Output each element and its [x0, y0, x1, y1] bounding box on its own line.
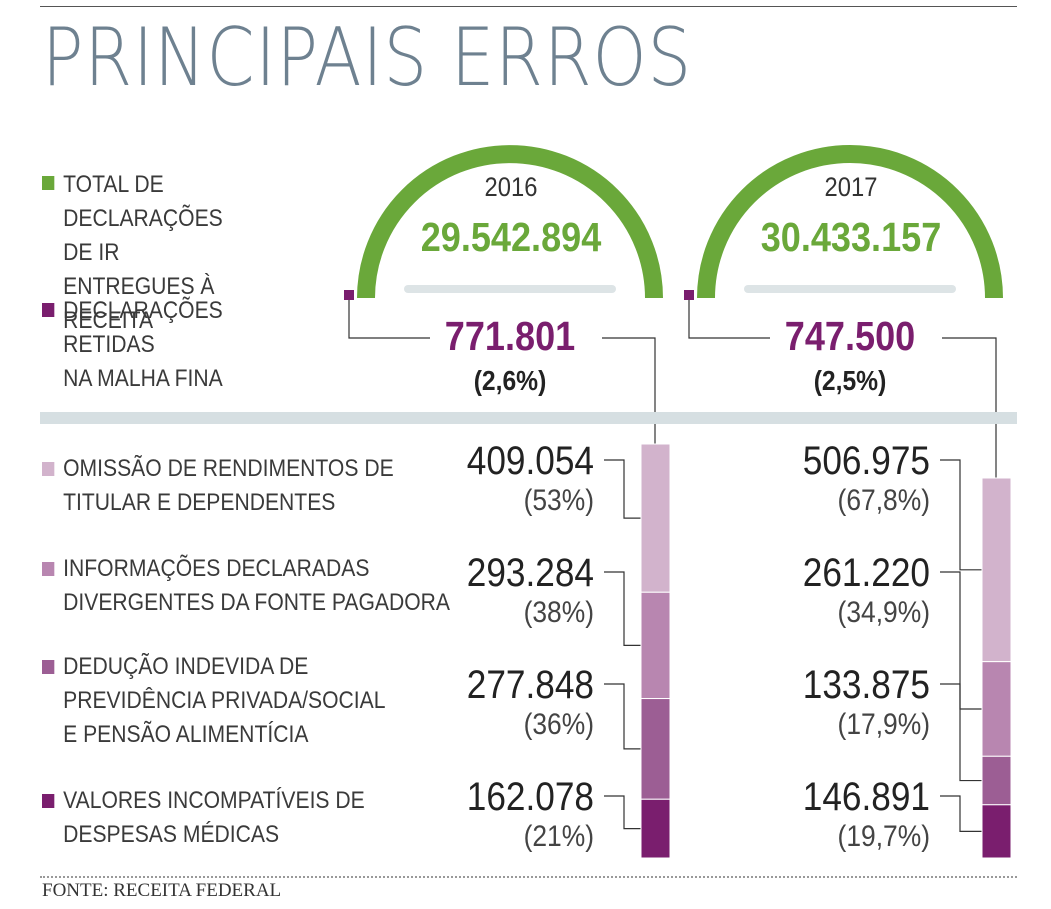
retained-pct-2017: (2,5%) — [813, 365, 887, 396]
value-connector-2017-cat1 — [940, 459, 982, 571]
total-value-2017: 30.433.157 — [760, 214, 942, 260]
pct-2017-cat3: (17,9%) — [837, 708, 930, 741]
category-4-swatch — [42, 794, 55, 808]
value-2017-cat3: 133.875 — [802, 663, 930, 707]
retained-connector-right-2016 — [602, 337, 656, 444]
bar-segment-2017-cat2 — [981, 661, 1012, 757]
category-3-swatch — [42, 660, 55, 674]
total-value-2016: 29.542.894 — [420, 214, 602, 260]
source-note: FONTE: RECEITA FEDERAL — [42, 880, 282, 901]
value-2016-cat4: 162.078 — [466, 775, 594, 819]
category-4-label: VALORES INCOMPATÍVEIS DE DESPESAS MÉDICA… — [63, 787, 365, 848]
pct-2016-cat1: (53%) — [523, 484, 594, 517]
retained-value-2017: 747.500 — [784, 313, 916, 359]
value-2016-cat2: 293.284 — [466, 551, 594, 595]
value-connector-2016-cat4 — [604, 795, 641, 830]
bottom-rule — [40, 876, 1017, 878]
bar-segment-2017-cat3 — [981, 755, 1012, 806]
value-2016-cat3: 277.848 — [466, 663, 594, 707]
bar-segment-2016-cat1 — [640, 443, 671, 593]
value-2017-cat1: 506.975 — [802, 439, 930, 483]
year-label-2017: 2017 — [824, 172, 878, 202]
category-2-swatch — [42, 562, 55, 576]
pct-2016-cat3: (36%) — [523, 708, 594, 741]
section-separator — [40, 412, 1017, 424]
category-2-label: INFORMAÇÕES DECLARADAS DIVERGENTES DA FO… — [63, 555, 451, 616]
bar-segment-2016-cat3 — [640, 698, 671, 800]
arc-baseline-2017 — [744, 285, 956, 293]
pct-2016-cat2: (38%) — [523, 596, 594, 629]
retained-value-2016: 771.801 — [444, 313, 576, 359]
bar-segment-2016-cat4 — [640, 798, 671, 859]
retained-marker-2016 — [344, 290, 354, 300]
legend-retained-label: DECLARAÇÕES RETIDAS NA MALHA FINA — [63, 297, 223, 392]
retained-connector-left-2017 — [688, 300, 770, 339]
legend-total-label: TOTAL DE DECLARAÇÕES DE IR ENTREGUES À R… — [63, 171, 223, 334]
retained-connector-left-2016 — [348, 300, 430, 339]
value-connector-2016-cat1 — [604, 459, 641, 519]
pct-2017-cat4: (19,7%) — [837, 820, 930, 853]
retained-connector-right-2017 — [942, 337, 997, 478]
category-3-label: DEDUÇÃO INDEVIDA DE PREVIDÊNCIA PRIVADA/… — [63, 653, 386, 748]
value-connector-2017-cat4 — [940, 795, 982, 832]
bar-segment-2017-cat1 — [981, 477, 1012, 663]
value-connector-2016-cat3 — [604, 683, 641, 750]
total-arc-2017 — [697, 145, 1003, 299]
legend-total-swatch — [42, 176, 55, 190]
retained-pct-2016: (2,6%) — [473, 365, 547, 396]
bar-segment-2017-cat4 — [981, 804, 1012, 859]
value-connector-2017-cat3 — [940, 683, 982, 782]
pct-2017-cat2: (34,9%) — [837, 596, 930, 629]
total-arc-2016 — [357, 145, 663, 299]
arc-baseline-2016 — [404, 285, 616, 293]
legend-retained-swatch — [42, 303, 55, 317]
top-rule — [40, 6, 1017, 7]
value-connector-2017-cat2 — [940, 571, 982, 710]
page-title: PRINCIPAIS ERROS — [42, 11, 693, 104]
category-1-swatch — [42, 462, 55, 476]
year-label-2016: 2016 — [484, 172, 538, 202]
category-1-label: OMISSÃO DE RENDIMENTOS DE TITULAR E DEPE… — [63, 455, 394, 516]
bar-segment-2016-cat2 — [640, 591, 671, 700]
value-2017-cat4: 146.891 — [802, 775, 930, 819]
pct-2017-cat1: (67,8%) — [837, 484, 930, 517]
value-connector-2016-cat2 — [604, 571, 641, 647]
pct-2016-cat4: (21%) — [523, 820, 594, 853]
value-2017-cat2: 261.220 — [802, 551, 930, 595]
value-2016-cat1: 409.054 — [466, 439, 594, 483]
retained-marker-2017 — [684, 290, 694, 300]
